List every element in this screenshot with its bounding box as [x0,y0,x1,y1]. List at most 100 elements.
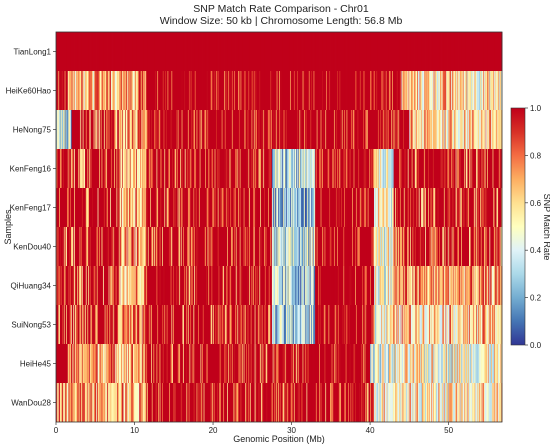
heatmap-cell [162,305,164,344]
heatmap-cell [239,344,241,383]
heatmap-cell [413,188,415,227]
heatmap-cell [99,344,101,383]
heatmap-cell [74,227,76,266]
heatmap-cell [492,305,494,344]
heatmap-cell [476,149,479,188]
heatmap-cell [234,32,236,71]
heatmap-cell [70,266,72,305]
heatmap-cell [186,344,188,383]
heatmap-cell [211,305,213,344]
heatmap-cell [453,266,455,305]
heatmap-cell [231,227,233,266]
heatmap-cell [93,71,95,110]
heatmap-cell [499,266,501,305]
heatmap-cell [373,344,375,383]
heatmap-cell [355,110,358,149]
heatmap-cell [190,110,192,149]
heatmap-cell [316,227,318,266]
heatmap-cell [292,71,294,110]
heatmap-cell [494,149,497,188]
heatmap-cell [175,305,177,344]
heatmap-cell [171,227,173,266]
heatmap-cell [447,188,449,227]
heatmap-cell [74,71,76,110]
heatmap-cell [460,227,462,266]
heatmap-cell [191,188,193,227]
heatmap-cell [366,149,368,188]
heatmap-cell [372,227,374,266]
heatmap-cell [439,149,442,188]
heatmap-cell [154,71,156,110]
heatmap-cell [346,149,348,188]
heatmap-cell [321,32,323,71]
heatmap-cell [315,188,317,227]
heatmap-cell [77,149,80,188]
heatmap-cell [205,110,208,149]
heatmap-cell [149,266,151,305]
heatmap-cell [499,110,501,149]
heatmap-cell [401,32,403,71]
heatmap-cell [197,110,199,149]
heatmap-cell [235,344,237,383]
heatmap-cell [275,32,278,71]
heatmap-cell [79,110,81,149]
heatmap-cell [65,266,67,305]
heatmap-cell [485,110,487,149]
heatmap-cell [388,32,391,71]
heatmap-cell [56,305,58,344]
heatmap-cell [407,71,409,110]
heatmap-cell [194,188,197,227]
heatmap-cell [282,188,284,227]
heatmap-cell [370,110,373,149]
heatmap-cell [238,110,241,149]
heatmap-cell [255,305,257,344]
heatmap-cell [363,71,365,110]
heatmap-cell [386,188,388,227]
heatmap-cell [493,149,495,188]
heatmap-cell [192,149,194,188]
heatmap-cell [260,344,262,383]
heatmap-cell [340,188,342,227]
heatmap-cell [108,188,110,227]
heatmap-cell [226,149,228,188]
heatmap-cell [214,305,216,344]
heatmap-cell [472,188,474,227]
heatmap-cell [328,305,330,344]
heatmap-cell [461,305,463,344]
heatmap-cell [388,71,391,110]
heatmap-cell [98,71,100,110]
heatmap-cell [85,188,87,227]
heatmap-cell [68,149,70,188]
heatmap-cell [335,149,337,188]
heatmap-cell [342,305,344,344]
heatmap-cell [99,110,101,149]
heatmap-cell [370,266,373,305]
heatmap-cell [123,188,125,227]
heatmap-cell [261,110,263,149]
heatmap-cell [310,344,312,383]
heatmap-cell [187,344,190,383]
heatmap-cell [326,227,328,266]
heatmap-cell [474,149,476,188]
heatmap-cell [465,227,467,266]
heatmap-cell [309,344,311,383]
heatmap-cell [93,305,95,344]
heatmap-cell [251,71,253,110]
heatmap-cell [219,149,221,188]
heatmap-cell [403,32,405,71]
heatmap-cell [348,344,350,383]
heatmap-cell [398,188,400,227]
heatmap-cell [484,188,486,227]
heatmap-cell [216,227,219,266]
heatmap-cell [129,188,131,227]
heatmap-cell [175,32,177,71]
heatmap-cell [311,149,313,188]
heatmap-cell [123,305,125,344]
heatmap-cell [392,149,395,188]
heatmap-cell [432,149,435,188]
heatmap-cell [110,266,113,305]
heatmap-cell [364,149,366,188]
heatmap-cell [82,344,84,383]
heatmap-cell [468,110,470,149]
heatmap-cell [68,227,70,266]
